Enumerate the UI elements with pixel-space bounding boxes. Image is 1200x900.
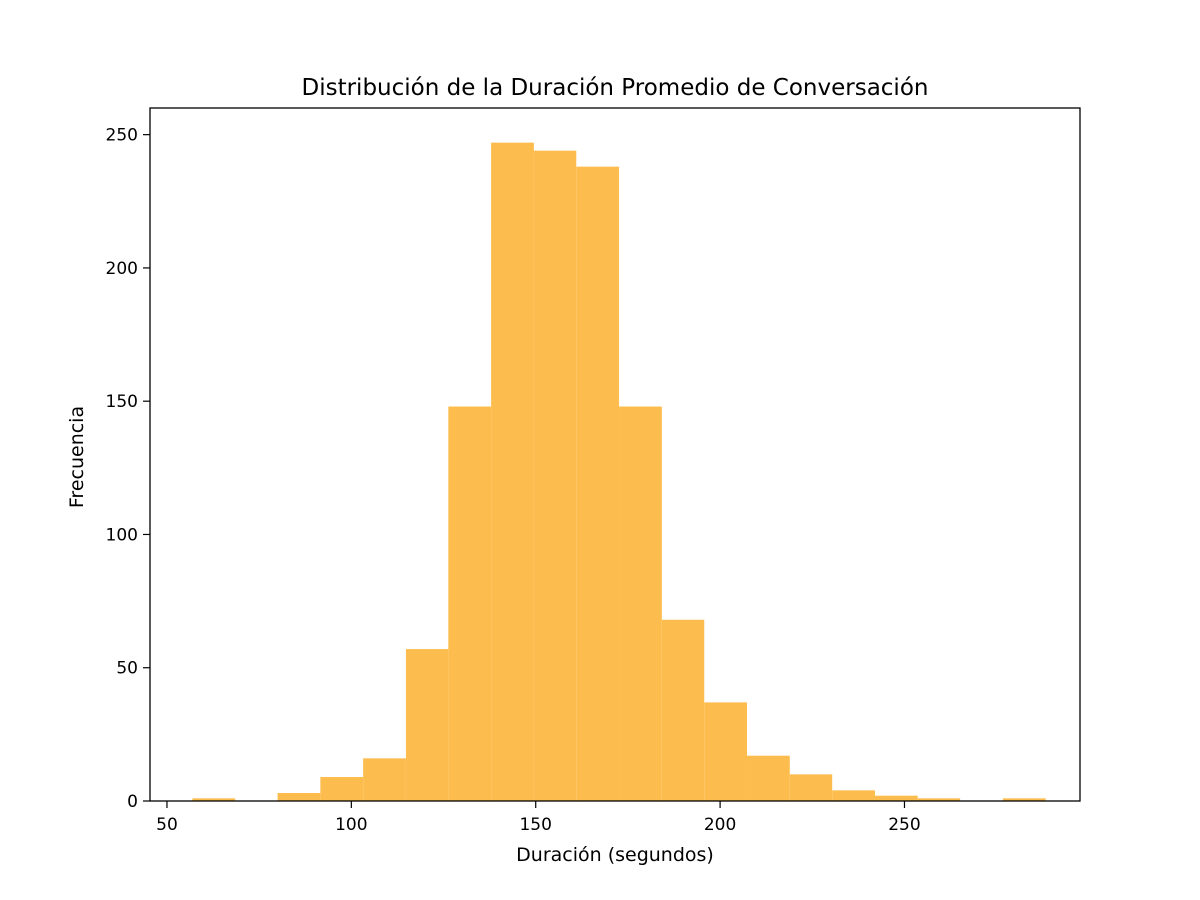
histogram-bar [789,774,833,801]
histogram-bar [576,166,620,802]
y-axis-ticks: 0 50 100 150 200 250 [106,126,150,812]
chart-title: Distribución de la Duración Promedio de … [302,75,929,101]
histogram-bar [192,798,236,801]
plot-frame [149,107,1081,802]
y-tick-label: 50 [116,659,138,679]
histogram-bar [277,793,321,801]
histogram-bar [619,406,662,801]
histogram-bar [448,406,492,801]
histogram-bars [192,142,1046,802]
x-tick-label: 200 [704,815,736,835]
histogram-bar [1002,798,1046,801]
x-axis-label: Duración (segundos) [516,844,714,866]
y-tick-label: 200 [106,259,138,279]
histogram-bar [747,755,790,801]
x-tick-label: 250 [888,815,920,835]
y-tick-label: 250 [106,126,138,146]
histogram-bar [363,758,406,801]
y-tick-label: 0 [127,792,138,812]
histogram-bar [533,150,577,802]
histogram-bar [405,649,449,801]
histogram-bar [874,795,918,801]
histogram-bar [491,142,534,801]
histogram-bar [704,702,748,801]
y-tick-label: 100 [106,525,138,545]
x-tick-label: 50 [156,815,178,835]
histogram-bar [661,619,705,801]
x-axis-ticks: 50 100 150 200 250 [156,801,921,835]
y-tick-label: 150 [106,392,138,412]
x-tick-label: 100 [335,815,367,835]
histogram-bar [917,798,961,801]
x-tick-label: 150 [519,815,551,835]
histogram-bar [832,790,875,801]
y-axis-label: Frecuencia [66,406,88,508]
histogram-bar [320,777,364,801]
